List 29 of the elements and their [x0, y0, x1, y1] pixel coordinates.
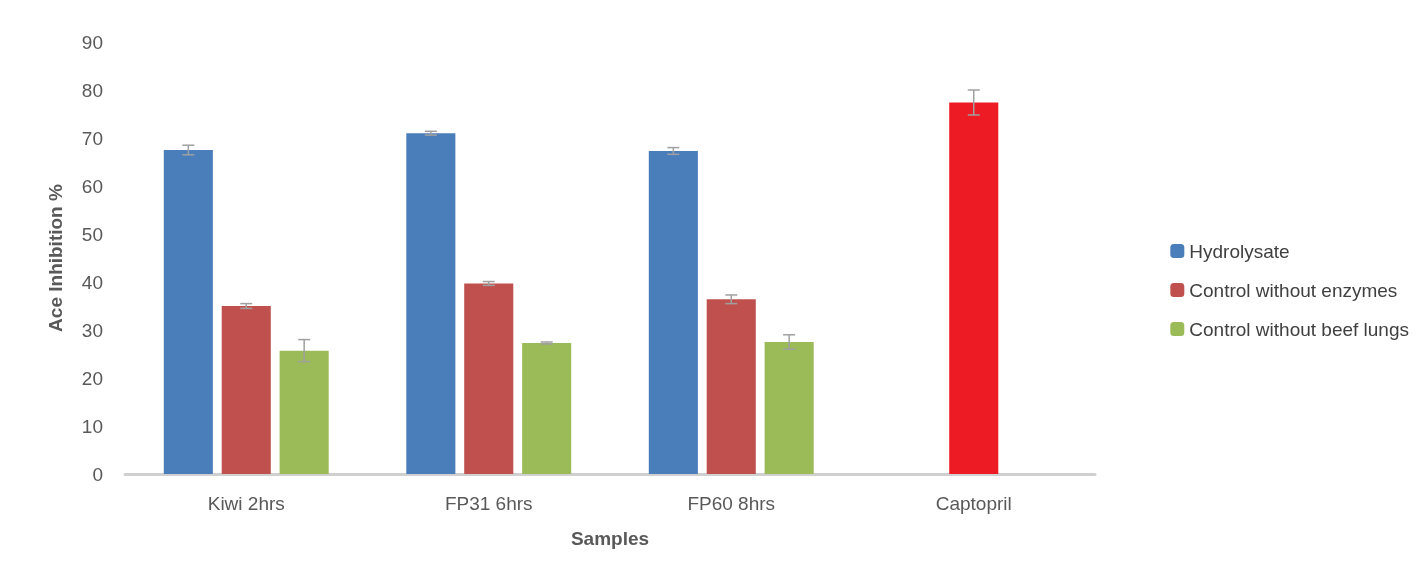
y-tick-label: 20 — [81, 367, 103, 389]
bar — [406, 133, 456, 474]
x-tick-label: Kiwi 2hrs — [207, 493, 285, 514]
y-tick-label: 30 — [81, 319, 103, 341]
bar — [648, 150, 698, 474]
y-tick-label: 10 — [81, 415, 103, 437]
bar — [221, 306, 271, 474]
bar — [464, 283, 514, 474]
y-tick-label: 70 — [81, 127, 103, 149]
y-tick-label: 50 — [81, 223, 103, 245]
bar — [949, 102, 999, 474]
legend-label: Control without enzymes — [1189, 279, 1398, 301]
legend-label: Hydrolysate — [1189, 240, 1290, 262]
y-tick-label: 90 — [81, 31, 103, 53]
y-tick-label: 80 — [81, 79, 103, 101]
bar — [522, 342, 572, 474]
y-tick-label: 0 — [92, 463, 103, 485]
y-tick-label: 40 — [81, 271, 103, 293]
legend-label: Control without beef lungs — [1189, 318, 1409, 340]
x-axis-title: Samples — [570, 528, 650, 549]
y-tick-label: 60 — [81, 175, 103, 197]
x-tick-label: FP31 6hrs — [444, 493, 533, 514]
bar — [279, 350, 329, 474]
y-axis-title: Ace Inhibition % — [45, 184, 66, 332]
bar — [764, 342, 814, 474]
x-tick-label: Captopril — [935, 493, 1012, 514]
x-tick-label: FP60 8hrs — [687, 493, 776, 514]
bar — [163, 150, 213, 474]
bar — [706, 299, 756, 474]
